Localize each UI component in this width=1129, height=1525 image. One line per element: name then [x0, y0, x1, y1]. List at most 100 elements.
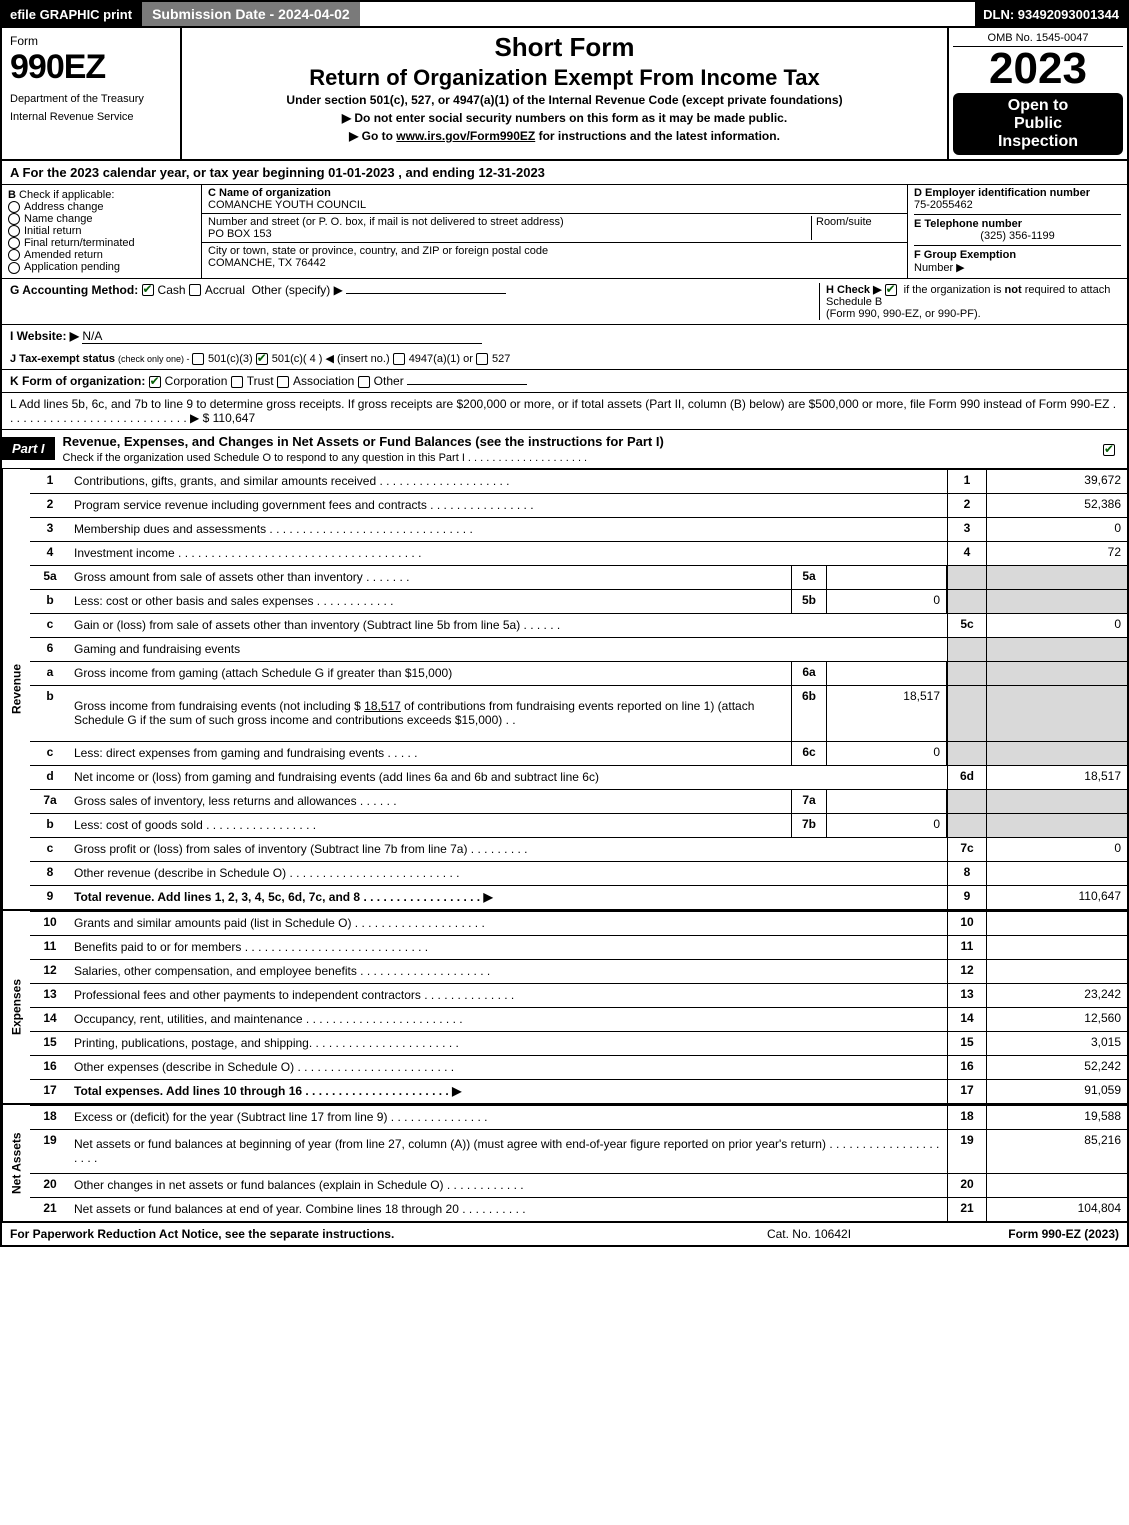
line-5b-rval-grey [987, 590, 1127, 613]
open-line1: Open to [957, 97, 1119, 115]
checkbox-association[interactable] [277, 376, 289, 388]
checkbox-final-return[interactable] [8, 237, 20, 249]
k-assoc: Association [293, 374, 354, 388]
checkbox-address-change[interactable] [8, 201, 20, 213]
g-accrual: Accrual [205, 283, 245, 297]
k-trust: Trust [247, 374, 274, 388]
instr-pre: ▶ Go to [349, 129, 396, 143]
line-7c-num: c [30, 838, 70, 861]
line-7b-subnum: 7b [791, 814, 827, 837]
b-opt-0: Address change [24, 201, 104, 213]
line-6a-rnum-grey [947, 662, 987, 685]
checkbox-accrual[interactable] [189, 284, 201, 296]
org-city-state-zip: COMANCHE, TX 76442 [208, 257, 326, 269]
line-18-rnum: 18 [947, 1106, 987, 1129]
line-9-num: 9 [30, 886, 70, 909]
checkbox-amended-return[interactable] [8, 249, 20, 261]
footer-form-year: (2023) [1081, 1227, 1119, 1241]
footer-paperwork-notice: For Paperwork Reduction Act Notice, see … [10, 1227, 679, 1241]
j-o3: 4947(a)(1) or [409, 353, 473, 365]
line-3-desc: Membership dues and assessments . . . . … [70, 518, 947, 541]
j-o4: 527 [492, 353, 510, 365]
l-text: L Add lines 5b, 6c, and 7b to line 9 to … [10, 397, 1116, 425]
line-9-value: 110,647 [987, 886, 1127, 909]
line-5b-num: b [30, 590, 70, 613]
j-label: J Tax-exempt status [10, 353, 115, 365]
checkbox-initial-return[interactable] [8, 225, 20, 237]
line-17-rnum: 17 [947, 1080, 987, 1103]
line-6c-rnum-grey [947, 742, 987, 765]
g-cash: Cash [158, 283, 186, 297]
line-20-num: 20 [30, 1174, 70, 1197]
line-6b-rnum-grey [947, 686, 987, 741]
h-label-e: (Form 990, 990-EZ, or 990-PF). [826, 308, 981, 320]
line-4-num: 4 [30, 542, 70, 565]
row-k-form-of-org: K Form of organization: Corporation Trus… [2, 370, 1127, 393]
b-opt-3: Final return/terminated [24, 237, 135, 249]
line-7c-desc: Gross profit or (loss) from sales of inv… [70, 838, 947, 861]
line-10-rnum: 10 [947, 912, 987, 935]
checkbox-cash[interactable] [142, 284, 154, 296]
line-6a-subnum: 6a [791, 662, 827, 685]
line-5a-rnum-grey [947, 566, 987, 589]
part-i-subtitle: Check if the organization used Schedule … [63, 452, 588, 464]
line-6c-subval: 0 [827, 742, 947, 765]
line-16-value: 52,242 [987, 1056, 1127, 1079]
k-label: K Form of organization: [10, 374, 145, 388]
d-ein-label: D Employer identification number [914, 187, 1121, 199]
checkbox-trust[interactable] [231, 376, 243, 388]
line-11-rnum: 11 [947, 936, 987, 959]
checkbox-application-pending[interactable] [8, 262, 20, 274]
line-6b-desc: Gross income from fundraising events (no… [70, 686, 791, 741]
checkbox-501c[interactable] [256, 353, 268, 365]
line-10-num: 10 [30, 912, 70, 935]
line-6-desc: Gaming and fundraising events [70, 638, 947, 661]
line-14-value: 12,560 [987, 1008, 1127, 1031]
row-g-h: G Accounting Method: Cash Accrual Other … [2, 279, 1127, 325]
k-other: Other [374, 374, 404, 388]
line-20-rnum: 20 [947, 1174, 987, 1197]
line-8-num: 8 [30, 862, 70, 885]
checkbox-name-change[interactable] [8, 213, 20, 225]
checkbox-schedule-b-not-required[interactable] [885, 284, 897, 296]
line-6d-value: 18,517 [987, 766, 1127, 789]
line-21-num: 21 [30, 1198, 70, 1221]
line-5a-rval-grey [987, 566, 1127, 589]
efile-print-label[interactable]: efile GRAPHIC print [2, 2, 140, 26]
line-11-num: 11 [30, 936, 70, 959]
line-6-num: 6 [30, 638, 70, 661]
checkbox-corporation[interactable] [149, 376, 161, 388]
line-7a-subval [827, 790, 947, 813]
line-8-desc: Other revenue (describe in Schedule O) .… [70, 862, 947, 885]
checkbox-527[interactable] [476, 353, 488, 365]
line-14-num: 14 [30, 1008, 70, 1031]
line-2-desc: Program service revenue including govern… [70, 494, 947, 517]
checkbox-other-org[interactable] [358, 376, 370, 388]
line-5a-num: 5a [30, 566, 70, 589]
line-7b-rval-grey [987, 814, 1127, 837]
b-opt-4: Amended return [24, 249, 103, 261]
irs-link[interactable]: www.irs.gov/Form990EZ [396, 129, 535, 143]
checkbox-4947a1[interactable] [393, 353, 405, 365]
tax-year: 2023 [953, 47, 1123, 91]
line-4-value: 72 [987, 542, 1127, 565]
line-11-value [987, 936, 1127, 959]
l6b-included-amount: 18,517 [364, 699, 401, 713]
line-3-value: 0 [987, 518, 1127, 541]
f-group-exemption-label-a: F Group Exemption [914, 249, 1016, 261]
line-5b-desc: Less: cost or other basis and sales expe… [70, 590, 791, 613]
section-bcd-grid: B Check if applicable: Address change Na… [2, 185, 1127, 279]
part-i-title: Revenue, Expenses, and Changes in Net As… [63, 434, 664, 449]
checkbox-schedule-o-used[interactable] [1103, 444, 1115, 456]
line-13-value: 23,242 [987, 984, 1127, 1007]
section-a-tax-year: A For the 2023 calendar year, or tax yea… [2, 161, 1127, 185]
instruction-ssn: ▶ Do not enter social security numbers o… [190, 111, 939, 125]
line-6a-rval-grey [987, 662, 1127, 685]
open-line3: Inspection [957, 133, 1119, 151]
line-5c-value: 0 [987, 614, 1127, 637]
checkbox-501c3[interactable] [192, 353, 204, 365]
dept-irs: Internal Revenue Service [10, 111, 172, 123]
c-name-label: C Name of organization [208, 187, 331, 199]
line-15-rnum: 15 [947, 1032, 987, 1055]
footer-cat-no: Cat. No. 10642I [679, 1227, 939, 1241]
